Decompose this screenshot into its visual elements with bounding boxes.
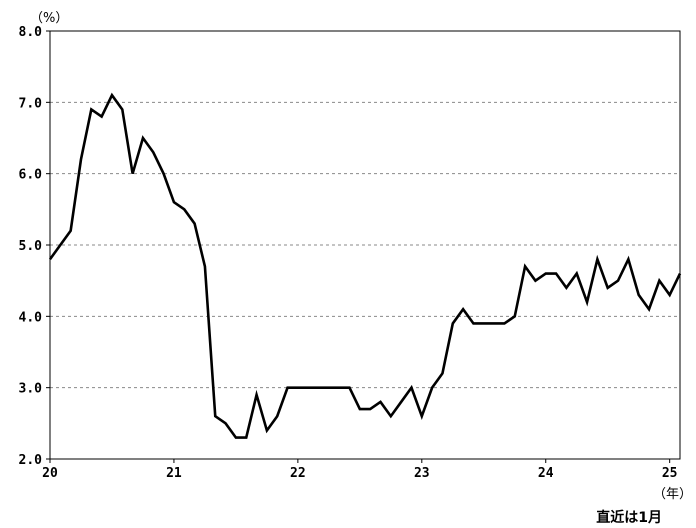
x-axis-ticks: 20 21 22 23 24 25 [42, 459, 678, 481]
x-tick-label: 20 [42, 466, 58, 481]
y-tick-label: 7.0 [19, 96, 43, 111]
x-tick-label: 24 [538, 466, 554, 481]
x-tick-label: 21 [166, 466, 182, 481]
series-line [48, 92, 682, 439]
x-tick-label: 22 [290, 466, 306, 481]
series-layer [48, 92, 682, 439]
x-tick-label: 25 [662, 466, 678, 481]
y-tick-label: 5.0 [19, 239, 43, 254]
y-tick-label: 6.0 [19, 168, 43, 183]
y-tick-label: 8.0 [19, 25, 43, 40]
y-tick-label: 4.0 [19, 310, 43, 325]
x-axis-unit-label: （年） [653, 487, 692, 502]
y-tick-label: 2.0 [19, 453, 43, 468]
latest-data-note: 直近は1月 [596, 509, 662, 526]
y-axis-ticks: 2.0 3.0 4.0 5.0 6.0 7.0 8.0 [19, 25, 50, 468]
gridlines [50, 101, 680, 389]
y-axis-unit-label: （%） [30, 11, 68, 26]
x-tick-label: 23 [414, 466, 430, 481]
y-tick-label: 3.0 [19, 382, 43, 397]
